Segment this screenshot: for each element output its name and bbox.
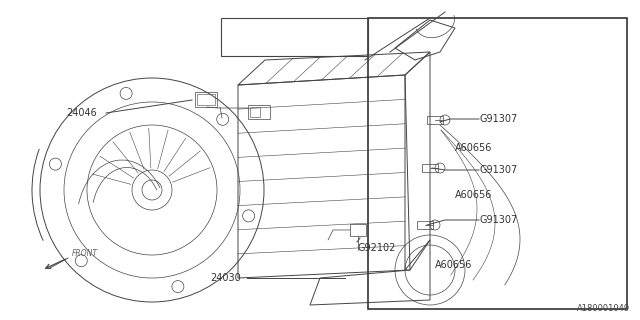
- Bar: [248, 105, 270, 119]
- Bar: [350, 224, 366, 236]
- Text: G91307: G91307: [480, 114, 518, 124]
- Bar: [195, 92, 217, 107]
- Text: A60656: A60656: [455, 143, 492, 153]
- Text: G92102: G92102: [357, 243, 396, 253]
- Bar: [221, 18, 368, 56]
- Text: FRONT: FRONT: [72, 249, 98, 258]
- Bar: [427, 116, 443, 124]
- Text: A60656: A60656: [455, 190, 492, 200]
- Bar: [368, 18, 627, 309]
- Text: G91307: G91307: [480, 165, 518, 175]
- Text: G91307: G91307: [480, 215, 518, 225]
- Text: 24030: 24030: [210, 273, 241, 283]
- Bar: [417, 221, 433, 229]
- Bar: [422, 164, 438, 172]
- Text: 24046: 24046: [66, 108, 97, 118]
- Bar: [197, 94, 215, 105]
- Text: A60656: A60656: [435, 260, 472, 270]
- Bar: [250, 107, 260, 117]
- Text: A180001049: A180001049: [577, 304, 630, 313]
